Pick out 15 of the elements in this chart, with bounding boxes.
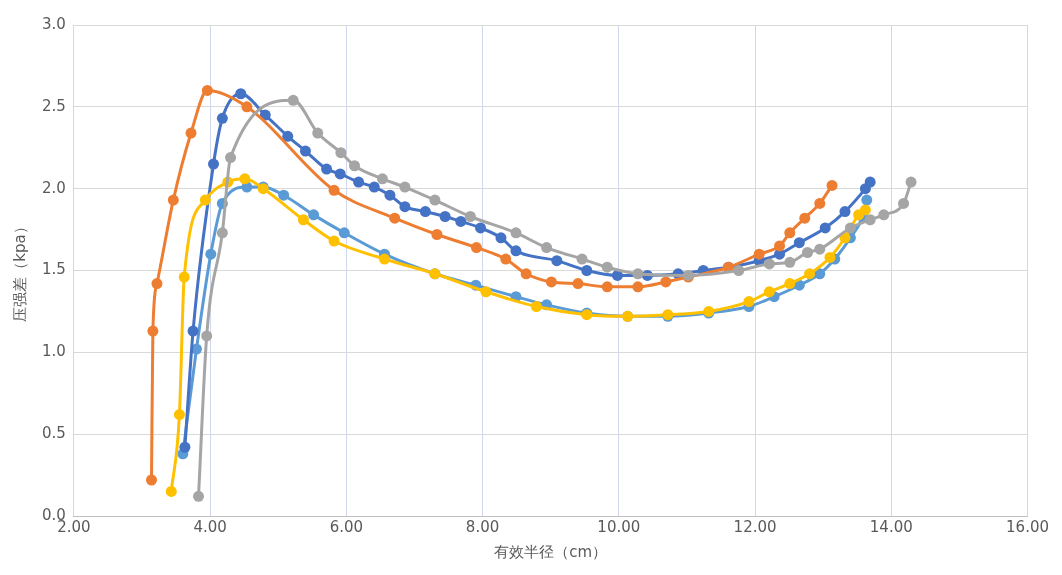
x-tick-label: 8.00 bbox=[465, 517, 500, 536]
x-tick-label: 10.00 bbox=[597, 517, 641, 536]
y-tick-label: 2.0 bbox=[42, 178, 66, 197]
x-tick-label: 16.00 bbox=[1006, 517, 1050, 536]
x-tick-label: 4.00 bbox=[193, 517, 227, 536]
y-tick-label: 2.5 bbox=[42, 96, 66, 115]
x-axis-title: 有效半径（cm） bbox=[494, 542, 608, 561]
x-tick-label: 12.00 bbox=[733, 517, 777, 536]
y-tick-label: 1.5 bbox=[42, 260, 66, 279]
x-tick-label: 6.00 bbox=[329, 517, 364, 536]
y-tick-label: 3.0 bbox=[42, 14, 66, 33]
x-tick-label: 14.00 bbox=[869, 517, 913, 536]
y-tick-label: 0.5 bbox=[42, 424, 66, 443]
y-axis-title: 压强差（kpa） bbox=[10, 219, 29, 322]
y-tick-label: 1.0 bbox=[42, 342, 66, 361]
